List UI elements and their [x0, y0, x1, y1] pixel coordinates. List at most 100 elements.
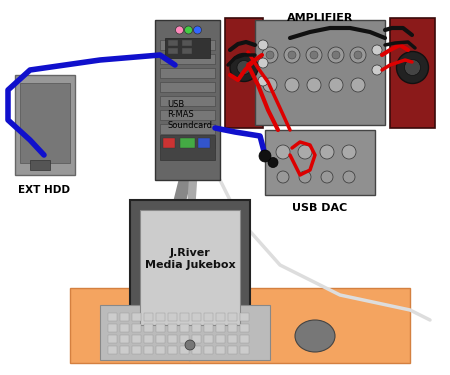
Bar: [130, 200, 250, 355]
Bar: [108, 335, 117, 343]
Bar: [132, 346, 141, 354]
Bar: [240, 346, 249, 354]
Bar: [192, 335, 201, 343]
Bar: [228, 335, 237, 343]
Bar: [240, 324, 249, 332]
Bar: [204, 335, 213, 343]
Circle shape: [262, 47, 278, 63]
Circle shape: [354, 51, 362, 59]
Circle shape: [342, 145, 356, 159]
Bar: [180, 335, 189, 343]
Bar: [168, 40, 178, 46]
Circle shape: [405, 60, 420, 75]
Circle shape: [298, 145, 312, 159]
Bar: [216, 346, 225, 354]
Circle shape: [306, 47, 322, 63]
Bar: [168, 346, 177, 354]
Circle shape: [259, 150, 271, 162]
Bar: [30, 160, 50, 170]
Bar: [228, 313, 237, 321]
Circle shape: [230, 54, 258, 81]
Bar: [144, 346, 153, 354]
Text: AMPLIFIER: AMPLIFIER: [287, 13, 353, 23]
Bar: [15, 75, 75, 175]
Circle shape: [185, 340, 195, 350]
Bar: [120, 313, 129, 321]
Bar: [120, 346, 129, 354]
Bar: [255, 20, 385, 125]
Bar: [182, 48, 192, 54]
Bar: [70, 288, 410, 363]
Bar: [144, 335, 153, 343]
Circle shape: [372, 45, 382, 55]
Circle shape: [328, 47, 344, 63]
Bar: [192, 313, 201, 321]
Circle shape: [276, 145, 290, 159]
Bar: [108, 346, 117, 354]
Ellipse shape: [295, 320, 335, 352]
Bar: [180, 346, 189, 354]
Bar: [180, 313, 189, 321]
Bar: [160, 124, 215, 134]
Bar: [160, 54, 215, 64]
Circle shape: [176, 26, 184, 34]
Bar: [132, 313, 141, 321]
Circle shape: [372, 65, 382, 75]
Bar: [204, 324, 213, 332]
Bar: [160, 110, 215, 120]
Circle shape: [237, 60, 251, 75]
Circle shape: [194, 26, 202, 34]
Circle shape: [288, 51, 296, 59]
Bar: [100, 305, 270, 360]
Circle shape: [258, 76, 268, 86]
Bar: [216, 324, 225, 332]
Circle shape: [263, 78, 277, 92]
Text: J.River
Media Jukebox: J.River Media Jukebox: [145, 248, 235, 270]
Circle shape: [351, 78, 365, 92]
Circle shape: [277, 171, 289, 183]
Bar: [156, 324, 165, 332]
Bar: [390, 18, 435, 128]
Circle shape: [350, 47, 366, 63]
Bar: [160, 135, 215, 160]
Text: USB
R-MAS
Soundcard: USB R-MAS Soundcard: [167, 100, 212, 130]
Circle shape: [284, 47, 300, 63]
Bar: [165, 38, 210, 58]
Text: USB DAC: USB DAC: [292, 203, 347, 213]
Bar: [240, 313, 249, 321]
Bar: [160, 138, 215, 148]
Circle shape: [299, 171, 311, 183]
Bar: [160, 68, 215, 78]
Text: EXT HDD: EXT HDD: [18, 185, 70, 195]
Bar: [228, 346, 237, 354]
Circle shape: [266, 51, 274, 59]
Bar: [228, 324, 237, 332]
Bar: [108, 313, 117, 321]
Bar: [265, 130, 375, 195]
Circle shape: [329, 78, 343, 92]
Bar: [216, 313, 225, 321]
Bar: [225, 18, 263, 128]
Bar: [156, 335, 165, 343]
Circle shape: [258, 40, 268, 50]
Bar: [144, 313, 153, 321]
Circle shape: [285, 78, 299, 92]
Bar: [180, 324, 189, 332]
Circle shape: [320, 145, 334, 159]
Bar: [204, 346, 213, 354]
Bar: [168, 335, 177, 343]
Bar: [168, 313, 177, 321]
Bar: [140, 210, 240, 325]
Bar: [132, 335, 141, 343]
Circle shape: [321, 171, 333, 183]
Bar: [182, 40, 192, 46]
Bar: [20, 83, 70, 163]
Circle shape: [343, 171, 355, 183]
Bar: [240, 335, 249, 343]
Bar: [163, 138, 175, 148]
Circle shape: [332, 51, 340, 59]
Bar: [160, 82, 215, 92]
Bar: [156, 313, 165, 321]
Bar: [155, 20, 220, 180]
Bar: [204, 313, 213, 321]
